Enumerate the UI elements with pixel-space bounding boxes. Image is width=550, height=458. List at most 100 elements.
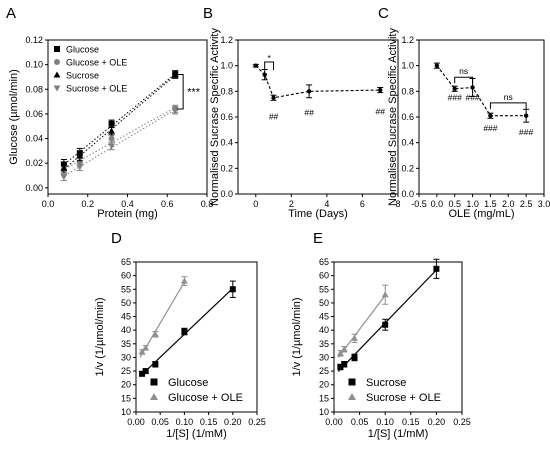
significance-marker: ### — [519, 127, 533, 137]
y-tick-label: 1.2 — [220, 35, 233, 45]
data-point — [253, 63, 258, 68]
y-tick-label: 65 — [121, 257, 131, 267]
data-point — [151, 330, 159, 337]
series-1 — [138, 276, 188, 358]
data-point — [382, 321, 389, 328]
x-axis-label: Protein (mg) — [97, 208, 158, 220]
y-tick-label: 20 — [319, 380, 329, 390]
y-tick-label: 30 — [121, 352, 131, 362]
y-tick-label: 0.6 — [220, 112, 233, 122]
y-tick-label: 0.08 — [25, 84, 43, 94]
y-tick-label: 45 — [121, 312, 131, 322]
y-tick-label: 0.04 — [25, 134, 43, 144]
significance-marker: ## — [269, 112, 279, 122]
data-point — [76, 152, 84, 159]
y-tick-label: 0.10 — [25, 60, 43, 70]
y-tick-label: 10 — [319, 407, 329, 417]
y-tick-label: 0.8 — [220, 86, 233, 96]
data-point — [340, 345, 348, 352]
significance-marker: ### — [465, 92, 479, 102]
data-point — [262, 72, 267, 77]
x-tick-label: 0.05 — [351, 417, 369, 427]
data-point — [60, 174, 68, 181]
fit-line — [139, 281, 185, 358]
legend-label: Glucose — [66, 45, 99, 55]
y-tick-label: 45 — [319, 312, 329, 322]
data-point — [434, 63, 440, 68]
x-tick-label: 0.20 — [428, 417, 446, 427]
legend-label: Sucrose + OLE — [366, 392, 441, 404]
y-tick-label: 65 — [319, 257, 329, 267]
panel-letter: A — [6, 5, 16, 22]
significance-bracket — [489, 102, 527, 109]
data-point — [523, 113, 529, 118]
data-point — [138, 348, 146, 355]
y-tick-label: 60 — [319, 271, 329, 281]
x-tick-label: 6 — [360, 199, 365, 209]
y-tick-label: 1.0 — [220, 61, 233, 71]
x-axis-label: OLE (mg/mL) — [448, 208, 514, 220]
x-tick-label: 0.5 — [448, 199, 461, 209]
y-axis-label: Normalised Sucrase Specific Activity — [387, 28, 399, 206]
x-tick-label: 0.10 — [376, 417, 394, 427]
y-tick-label: 1.2 — [401, 35, 414, 45]
significance-label: * — [267, 53, 271, 63]
data-point — [229, 286, 236, 293]
series-0 — [252, 63, 384, 101]
y-tick-label: 55 — [121, 284, 131, 294]
y-tick-label: 20 — [121, 380, 131, 390]
panel-letter: B — [203, 5, 213, 22]
panel-letter: D — [111, 230, 122, 247]
legend-marker — [53, 85, 61, 92]
data-point — [306, 89, 312, 94]
significance-marker: ## — [304, 108, 314, 118]
legend-marker — [54, 59, 60, 65]
significance-label: ns — [459, 66, 468, 76]
legend-label: Sucrose — [366, 377, 406, 389]
data-point — [180, 277, 188, 284]
y-tick-label: 15 — [319, 393, 329, 403]
y-tick-label: 50 — [319, 298, 329, 308]
x-tick-label: 0.15 — [200, 417, 218, 427]
data-point — [108, 143, 116, 150]
fit-line — [337, 295, 386, 358]
x-tick-label: 0.00 — [325, 417, 343, 427]
data-point — [488, 113, 493, 118]
plot-frame — [135, 261, 258, 413]
data-point — [381, 291, 389, 298]
data-point — [152, 361, 159, 368]
data-point — [139, 370, 146, 377]
significance-bracket — [264, 61, 275, 70]
x-tick-label: 1.0 — [466, 199, 479, 209]
data-point — [337, 364, 344, 370]
significance-label: ns — [504, 92, 513, 102]
x-tick-label: 0.0 — [431, 199, 444, 209]
data-point — [181, 328, 188, 335]
x-tick-label: 0.25 — [248, 417, 266, 427]
y-tick-label: 25 — [121, 366, 131, 376]
data-point — [76, 164, 84, 171]
y-tick-label: 40 — [121, 325, 131, 335]
y-tick-label: 0.0 — [220, 189, 233, 199]
x-tick-label: 8 — [395, 199, 400, 209]
plot-frame — [237, 39, 399, 195]
series-0 — [139, 280, 236, 377]
data-point — [336, 349, 344, 356]
x-tick-label: 0.4 — [121, 199, 134, 209]
series-1 — [336, 284, 389, 358]
data-point — [108, 127, 116, 134]
y-tick-label: 0.0 — [401, 189, 414, 199]
data-point — [171, 107, 179, 114]
x-tick-label: 0.25 — [453, 417, 471, 427]
significance-marker: ### — [483, 123, 497, 133]
data-point — [351, 354, 358, 361]
x-tick-label: 1.5 — [484, 199, 497, 209]
data-point — [378, 87, 383, 93]
y-tick-label: 1.0 — [401, 61, 414, 71]
data-point — [470, 85, 475, 90]
x-tick-label: 0.10 — [176, 417, 194, 427]
y-tick-label: 0.2 — [401, 163, 414, 173]
y-axis-label: 1/v (1/µmol/min) — [94, 297, 106, 376]
legend-marker — [347, 392, 357, 400]
panel-a: A 0.0 0.2 0.4 0.6 0.8 0.00 0.02 0.04 0.06 0.08 0.10… — [6, 5, 213, 220]
